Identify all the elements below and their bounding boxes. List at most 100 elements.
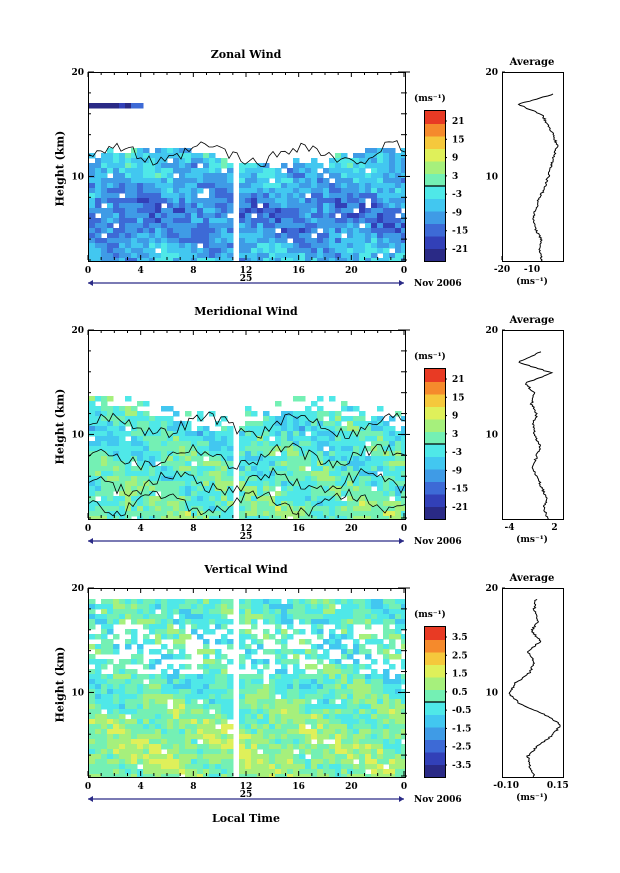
heatmap-cell [263,213,270,219]
heatmap-cell [401,634,405,640]
heatmap-cell [245,173,252,179]
heatmap-cell [179,223,186,229]
heatmap-cell [161,188,168,194]
heatmap-cell [269,744,276,750]
heatmap-cell [161,253,168,259]
heatmap-cell [389,446,396,452]
heatmap-cell [95,634,102,640]
heatmap-cell [257,704,264,710]
heatmap-cell [329,416,336,422]
heatmap-cell [335,496,342,502]
heatmap-cell [221,451,228,457]
heatmap-cell [323,183,330,189]
heatmap-cell [317,253,324,259]
heatmap-cell [113,183,120,189]
heatmap-cell [149,754,156,760]
heatmap-cell [293,704,300,710]
heatmap-cell [221,734,228,740]
heatmap-cell [401,441,405,447]
heatmap-cell [203,486,210,492]
heatmap-cell [131,694,138,700]
heatmap-cell [269,704,276,710]
heatmap-cell [341,456,348,462]
heatmap-cell [311,769,318,775]
heatmap-cell [191,188,198,194]
heatmap-cell [287,759,294,765]
heatmap-cell [383,599,390,605]
heatmap-cell [359,243,366,249]
heatmap-cell [119,694,126,700]
heatmap-cell [395,729,402,735]
heatmap-cell [161,629,168,635]
heatmap-cell [221,501,228,507]
heatmap-cell [179,158,186,164]
heatmap-cell [167,694,174,700]
heatmap-cell [365,729,372,735]
heatmap-cell [227,193,234,199]
heatmap-cell [221,431,228,437]
heatmap-cell [203,749,210,755]
heatmap-cell [257,248,264,254]
heatmap-cell [209,689,216,695]
heatmap-cell [293,744,300,750]
heatmap-cell [275,759,282,765]
heatmap-cell [395,486,402,492]
heatmap-cell [371,456,378,462]
heatmap-cell [251,619,258,625]
heatmap-cell [257,729,264,735]
heatmap-cell [311,486,318,492]
heatmap-cell [215,744,222,750]
heatmap-cell [149,724,156,730]
heatmap-cell [239,253,246,259]
heatmap-cell [317,213,324,219]
heatmap-cell [125,486,132,492]
heatmap-cell [167,501,174,507]
heatmap-cell [323,689,330,695]
heatmap-cell [311,654,318,660]
heatmap-cell [377,609,384,615]
heatmap-cell [203,208,210,214]
heatmap-cell [305,599,312,605]
heatmap-cell [353,506,360,512]
heatmap-cell [281,411,288,417]
heatmap-cell [197,446,204,452]
heatmap-cell [89,709,96,715]
heatmap-cell [89,724,96,730]
heatmap-cell [329,694,336,700]
heatmap-cell [341,684,348,690]
heatmap-cell [329,203,336,209]
heatmap-cell [125,754,132,760]
heatmap-cell [221,163,228,169]
average-title: Average [509,57,555,68]
heatmap-cell [179,193,186,199]
heatmap-cell [257,496,264,502]
heatmap-cell [395,178,402,184]
heatmap-cell [389,664,396,670]
heatmap-cell [209,614,216,620]
heatmap-cell [155,218,162,224]
heatmap-cell [149,719,156,725]
heatmap-cell [329,421,336,427]
heatmap-cell [245,436,252,442]
heatmap-cell [221,208,228,214]
heatmap-cell [125,511,132,517]
heatmap-cell [377,451,384,457]
heatmap-cell [305,699,312,705]
heatmap-cell [311,203,318,209]
heatmap-cell [221,774,228,777]
heatmap-cell [191,769,198,775]
heatmap-cell [281,223,288,229]
heatmap-cell [119,253,126,259]
heatmap-cell [203,699,210,705]
heatmap-cell [401,689,405,695]
heatmap-cell [209,183,216,189]
heatmap-cell [113,198,120,204]
heatmap-cell [335,451,342,457]
heatmap-cell [239,228,246,234]
heatmap-cell [353,426,360,432]
heatmap-cell [245,163,252,169]
heatmap-cell [101,511,108,517]
heatmap-cell [347,461,354,467]
heatmap-cell [293,203,300,209]
heatmap-cell [365,506,372,512]
